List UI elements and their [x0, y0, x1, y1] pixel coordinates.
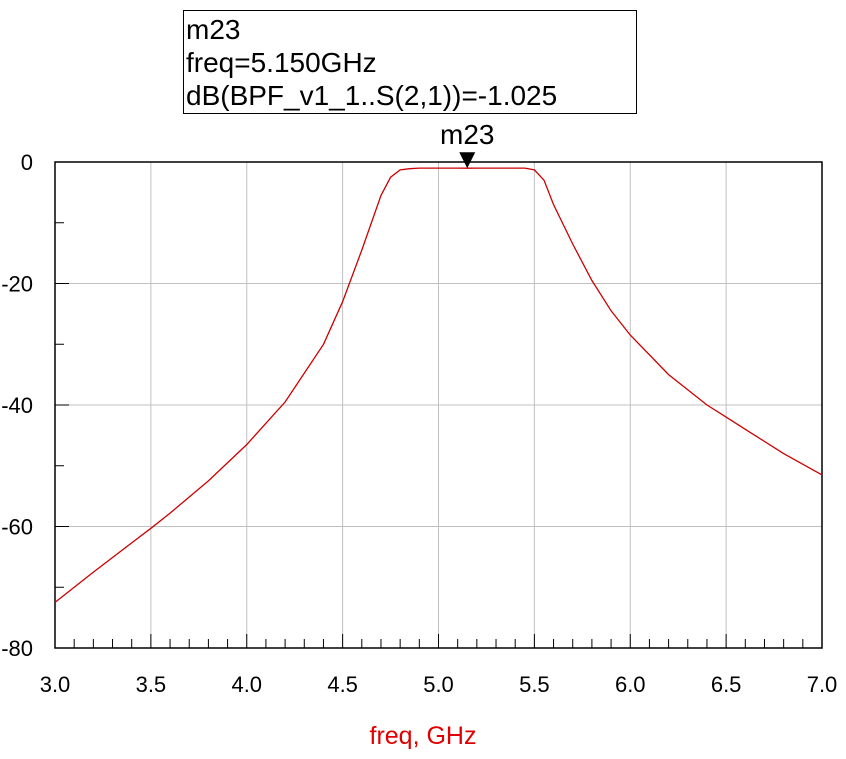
marker-readout-box[interactable]: m23 freq=5.150GHz dB(BPF_v1_1..S(2,1))=-…	[183, 10, 637, 114]
x-tick-label: 6.0	[615, 672, 646, 697]
x-tick-label: 7.0	[807, 672, 838, 697]
marker-freq: freq=5.150GHz	[186, 47, 377, 78]
y-tick-label: -40	[1, 393, 33, 418]
x-tick-label: 6.5	[711, 672, 742, 697]
y-tick-label: -60	[1, 515, 33, 540]
plot-frame	[54, 161, 823, 649]
marker-m23-label: m23	[440, 119, 494, 150]
marker-value: dB(BPF_v1_1..S(2,1))=-1.025	[186, 80, 558, 111]
x-axis-label: freq, GHz	[369, 722, 477, 750]
x-tick-label: 3.0	[40, 672, 71, 697]
marker-m23-arrow[interactable]	[459, 152, 476, 169]
x-tick-label: 3.5	[136, 672, 167, 697]
marker-name: m23	[186, 14, 241, 45]
y-tick-label: -80	[1, 636, 33, 661]
minor-ticks	[54, 161, 823, 649]
x-tick-label: 5.5	[519, 672, 550, 697]
y-tick-label: 0	[21, 150, 33, 175]
x-tick-label: 4.5	[327, 672, 358, 697]
y-tick-labels: 0 -20 -40 -60 -80	[1, 150, 33, 661]
x-tick-label: 5.0	[423, 672, 454, 697]
s21-trace	[54, 167, 823, 603]
x-tick-labels: 3.0 3.5 4.0 4.5 5.0 5.5 6.0 6.5 7.0	[40, 672, 838, 697]
y-tick-label: -20	[1, 272, 33, 297]
x-tick-label: 4.0	[231, 672, 262, 697]
